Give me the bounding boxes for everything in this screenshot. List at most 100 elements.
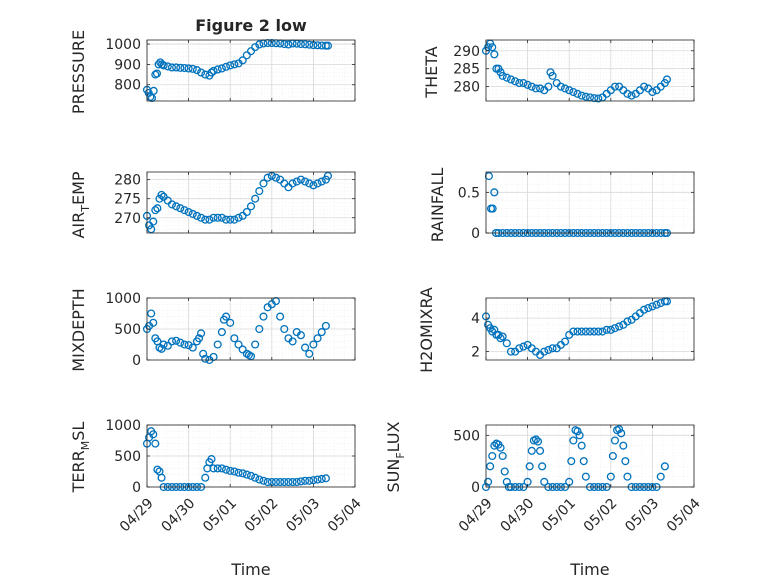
ylabel-terrmsl: TERRMSL	[69, 422, 92, 494]
data-point	[197, 213, 206, 222]
data-point	[556, 82, 565, 91]
data-point	[251, 340, 260, 349]
data-point	[536, 84, 545, 93]
data-point	[153, 465, 162, 474]
x-tick-label: 04/30	[498, 495, 538, 535]
data-point	[213, 65, 222, 74]
y-tick-label: 500	[114, 449, 141, 465]
data-point	[271, 477, 281, 487]
data-point	[305, 179, 314, 188]
data-point	[184, 64, 193, 73]
data-point	[313, 475, 322, 484]
data-point	[246, 471, 256, 480]
data-point	[610, 324, 620, 333]
data-point	[565, 86, 574, 95]
data-point	[317, 474, 326, 483]
data-point	[292, 177, 301, 186]
data-point	[577, 327, 586, 336]
data-point	[581, 472, 590, 481]
data-point	[246, 47, 256, 56]
x-tick-label: 05/02	[242, 495, 282, 535]
data-point	[288, 179, 297, 188]
data-point	[263, 173, 272, 182]
data-point	[151, 439, 160, 448]
data-point	[502, 477, 511, 486]
data-point	[488, 451, 497, 461]
data-point	[167, 337, 177, 346]
data-point	[540, 347, 549, 356]
data-point	[490, 188, 499, 197]
data-point	[292, 477, 301, 487]
data-point	[251, 194, 260, 203]
subplot-pressure: 800 900 1000 PRESSURE	[69, 30, 356, 114]
data-point	[615, 322, 624, 331]
ylabel-h2omixra: H2OMIXRA	[417, 287, 436, 373]
data-point	[176, 338, 185, 347]
data-point	[242, 470, 251, 479]
data-point	[207, 68, 216, 77]
data-point	[149, 86, 158, 95]
data-point	[226, 466, 235, 475]
data-point	[560, 84, 570, 93]
data-point	[525, 462, 534, 471]
data-point	[296, 175, 305, 184]
data-point	[159, 340, 168, 349]
data-point	[271, 173, 281, 182]
data-point	[234, 213, 243, 222]
subplot-terrmsl: 04/29 04/30 05/01 05/02 05/03 05/04 0 500 1000 T…	[69, 418, 365, 579]
data-point	[172, 202, 181, 211]
data-point	[538, 462, 547, 471]
data-point	[309, 340, 318, 349]
data-point	[199, 349, 208, 358]
data-point	[221, 465, 231, 474]
data-point	[573, 89, 582, 98]
data-point	[502, 73, 511, 82]
data-point	[488, 43, 497, 52]
data-point	[301, 476, 310, 485]
data-point	[197, 329, 206, 338]
data-point	[255, 187, 264, 196]
subplot-sunflux: 04/29 04/30 05/01 05/02 05/03 05/04 0 500 SUNFL…	[384, 421, 704, 579]
data-point	[498, 71, 507, 80]
y-tick-label: 500	[453, 428, 480, 444]
data-point	[152, 69, 162, 78]
data-point	[662, 75, 672, 84]
data-point	[594, 94, 603, 103]
data-point	[217, 213, 226, 222]
data-point	[230, 334, 239, 343]
data-point	[519, 342, 528, 351]
data-point	[527, 82, 536, 91]
data-point	[147, 309, 156, 318]
data-point	[519, 79, 528, 88]
data-point	[527, 446, 536, 455]
y-tick-label: 275	[114, 192, 141, 208]
data-point	[263, 477, 272, 487]
data-point	[594, 327, 603, 336]
y-tick-label: 800	[114, 78, 141, 94]
data-point	[323, 41, 333, 50]
data-point	[623, 472, 632, 481]
y-tick-label: 285	[453, 62, 480, 78]
data-point	[536, 446, 545, 455]
data-point	[305, 476, 314, 485]
data-point	[648, 302, 657, 311]
data-point	[548, 344, 557, 353]
axes-box	[485, 171, 695, 234]
data-point	[610, 436, 620, 445]
data-point	[301, 40, 310, 49]
data-point	[577, 91, 586, 100]
data-point	[296, 40, 305, 49]
data-point	[531, 435, 540, 444]
data-point	[321, 321, 330, 330]
y-tick-label: 1000	[105, 291, 141, 307]
data-point	[209, 66, 218, 75]
data-point	[590, 327, 599, 336]
data-point	[205, 215, 214, 224]
data-point	[167, 63, 177, 72]
data-point	[259, 476, 268, 485]
data-point	[606, 325, 615, 334]
data-point	[242, 51, 251, 60]
data-point	[184, 207, 193, 217]
data-point	[575, 431, 584, 440]
data-point	[221, 62, 231, 71]
